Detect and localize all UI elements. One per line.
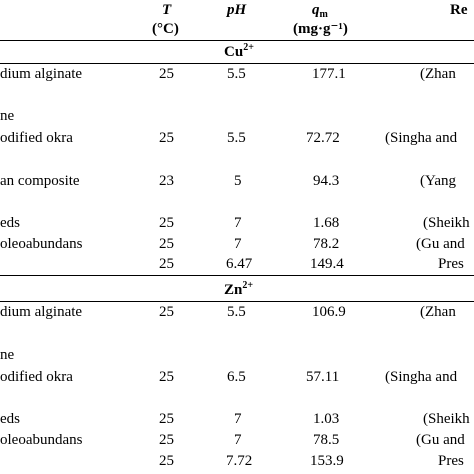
col-header-reference: Re (450, 2, 468, 18)
row-ph: 7 (234, 236, 242, 252)
row-qm: 78.2 (313, 236, 340, 252)
row-reference: (Singha and (385, 369, 458, 385)
row-material: eds (0, 411, 20, 427)
row-reference: (Sheikh (423, 411, 470, 427)
row-qm: 153.9 (310, 453, 344, 469)
row-ph: 5.5 (227, 304, 246, 320)
row-qm: 177.1 (312, 66, 346, 82)
group-charge: 2+ (243, 42, 254, 53)
col-header-qm-unit: (mg·g⁻¹) (293, 21, 348, 37)
group-ion: Zn (224, 282, 243, 298)
group-label-zn: Zn2+ (224, 280, 254, 298)
row-qm: 1.03 (313, 411, 340, 427)
row-reference: (Zhan (420, 304, 456, 320)
group-rule-zn (0, 301, 474, 302)
row-material: an composite (0, 173, 80, 189)
group-label-cu: Cu2+ (224, 42, 254, 60)
row-reference: Pres (438, 453, 464, 469)
row-ph: 7 (234, 215, 242, 231)
row-temperature: 25 (159, 256, 174, 272)
row-ph: 6.47 (226, 256, 253, 272)
row-temperature: 25 (159, 432, 174, 448)
row-temperature: 25 (159, 215, 174, 231)
col-header-qm-symbol: q (312, 2, 320, 18)
row-reference: (Gu and (416, 236, 465, 252)
row-temperature: 25 (159, 369, 174, 385)
row-ph: 7.72 (226, 453, 253, 469)
row-reference: (Singha and (385, 130, 458, 146)
col-header-ph: pH (227, 2, 247, 18)
row-qm: 149.4 (310, 256, 344, 272)
col-header-temperature: T (162, 2, 172, 18)
row-qm: 1.68 (313, 215, 340, 231)
row-qm: 78.5 (313, 432, 340, 448)
row-temperature: 25 (159, 453, 174, 469)
row-reference: Pres (438, 256, 464, 272)
row-ph: 7 (234, 411, 242, 427)
col-header-qm: qm (312, 2, 328, 20)
group-charge: 2+ (242, 280, 254, 291)
row-reference: (Sheikh (423, 215, 470, 231)
row-reference: (Gu and (416, 432, 465, 448)
row-ph: 7 (234, 432, 242, 448)
row-material: ne (0, 108, 15, 124)
row-reference: (Zhan (420, 66, 456, 82)
row-material: dium alginate (0, 304, 83, 320)
row-temperature: 25 (159, 411, 174, 427)
row-material: dium alginate (0, 66, 83, 82)
row-temperature: 25 (159, 66, 174, 82)
row-qm: 72.72 (306, 130, 340, 146)
col-header-temperature-unit: (°C) (152, 21, 179, 37)
row-material-line2: odified okra (0, 130, 73, 146)
row-temperature: 25 (159, 236, 174, 252)
row-ph: 5.5 (227, 66, 246, 82)
row-material: ne (0, 347, 15, 363)
group-rule-cu (0, 63, 474, 64)
row-material-line2: odified okra (0, 369, 73, 385)
group-ion: Cu (224, 44, 244, 60)
row-temperature: 25 (159, 304, 174, 320)
row-qm: 57.11 (306, 369, 340, 385)
row-ph: 5.5 (227, 130, 246, 146)
row-reference: (Yang (420, 173, 456, 189)
row-material: oleoabundans (0, 236, 83, 252)
row-qm: 106.9 (312, 304, 346, 320)
col-header-qm-subscript: m (319, 9, 328, 20)
group-divider (0, 275, 474, 276)
row-temperature: 23 (159, 173, 174, 189)
row-temperature: 25 (159, 130, 174, 146)
row-qm: 94.3 (313, 173, 340, 189)
row-ph: 5 (234, 173, 242, 189)
header-rule (0, 40, 474, 41)
row-material: eds (0, 215, 20, 231)
row-material: oleoabundans (0, 432, 83, 448)
row-ph: 6.5 (227, 369, 246, 385)
